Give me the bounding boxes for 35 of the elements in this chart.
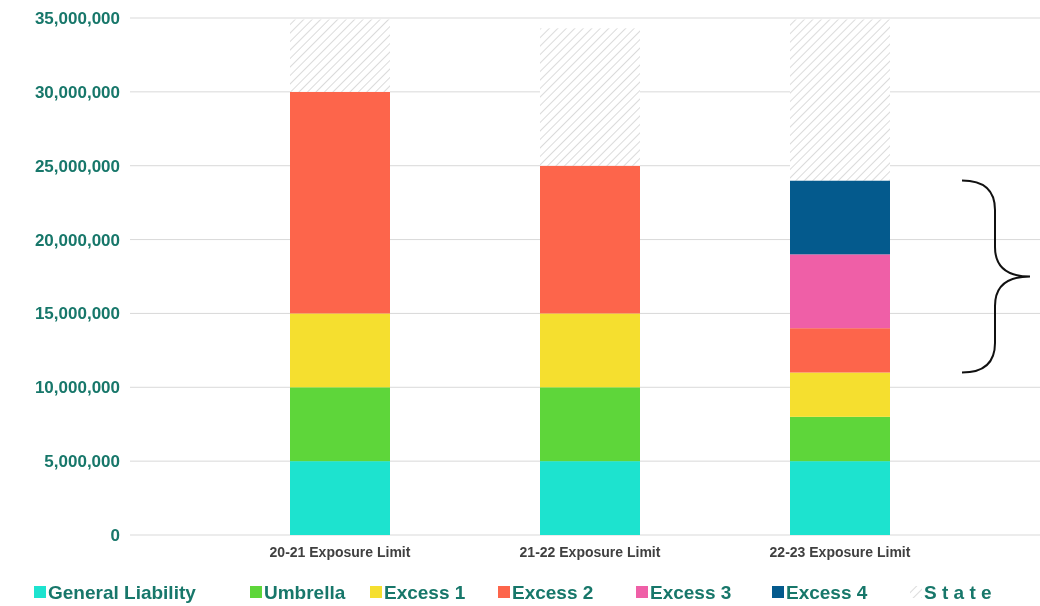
- bar: [290, 313, 390, 388]
- legend-label: Excess 1: [384, 581, 466, 603]
- bar: [290, 91, 390, 314]
- legend-label: Umbrella: [264, 581, 346, 603]
- bar: [540, 28, 640, 166]
- bar: [790, 328, 890, 373]
- bar: [790, 461, 890, 535]
- y-tick-label: 10,000,000: [34, 378, 120, 398]
- y-tick-label: 25,000,000: [34, 156, 120, 176]
- y-tick-label: 0: [110, 525, 120, 545]
- legend-label: Excess 4: [786, 581, 868, 603]
- bar: [290, 19, 390, 92]
- bar: [790, 254, 890, 329]
- legend-label: Excess 3: [650, 581, 732, 603]
- y-tick-label: 15,000,000: [34, 304, 120, 324]
- bar: [540, 165, 640, 314]
- bar: [540, 387, 640, 462]
- bar: [790, 180, 890, 255]
- x-tick-label: 20-21 Exposure Limit: [269, 544, 411, 560]
- x-tick-label: 22-23 Exposure Limit: [769, 544, 911, 560]
- bar: [540, 313, 640, 388]
- bar: [790, 416, 890, 462]
- bar: [790, 372, 890, 417]
- y-tick-label: 20,000,000: [34, 230, 120, 250]
- bar: [540, 461, 640, 535]
- x-tick-label: 21-22 Exposure Limit: [519, 544, 661, 560]
- y-tick-label: 5,000,000: [44, 452, 120, 472]
- bar: [790, 19, 890, 181]
- legend-label: S t a t e: [924, 581, 992, 603]
- y-tick-label: 35,000,000: [34, 8, 120, 28]
- legend-label: Excess 2: [512, 581, 594, 603]
- bar: [290, 387, 390, 462]
- bar: [290, 461, 390, 535]
- y-tick-label: 30,000,000: [34, 82, 120, 102]
- legend-label: General Liability: [48, 581, 197, 603]
